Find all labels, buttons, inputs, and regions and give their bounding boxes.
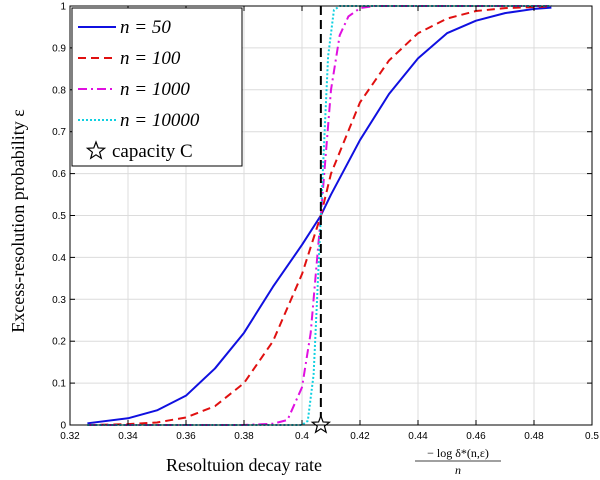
x-axis-label-numerator: − log δ*(n,ε) bbox=[427, 446, 489, 460]
y-tick-label: 0.5 bbox=[52, 211, 66, 222]
y-tick-label: 0.2 bbox=[52, 337, 66, 348]
y-tick-label: 0.9 bbox=[52, 43, 66, 54]
y-axis-label: Excess-resolution probability ε bbox=[8, 109, 28, 333]
series-lines bbox=[87, 5, 552, 426]
y-tick-label: 1 bbox=[60, 2, 66, 13]
y-tick-label: 0.4 bbox=[52, 253, 66, 264]
x-axis-label-group: Resoltuion decay rate − log δ*(n,ε) n bbox=[166, 446, 501, 477]
x-tick-label: 0.4 bbox=[295, 431, 309, 442]
y-tick-label: 0.1 bbox=[52, 379, 66, 390]
x-tick-label: 0.48 bbox=[524, 431, 544, 442]
x-tick-label: 0.38 bbox=[234, 431, 254, 442]
x-tick-label: 0.36 bbox=[176, 431, 196, 442]
x-tick-label: 0.32 bbox=[60, 431, 80, 442]
legend: n = 50 n = 100 n = 1000 n = 10000 capacity C bbox=[71, 7, 243, 167]
y-tick-label: 0.6 bbox=[52, 169, 66, 180]
capacity-marker bbox=[310, 414, 332, 434]
y-tick-label: 0.7 bbox=[52, 127, 66, 138]
series-line-1 bbox=[87, 5, 552, 426]
y-tick-label: 0.3 bbox=[52, 295, 66, 306]
legend-label-0: n = 50 bbox=[120, 17, 171, 38]
ticks: 0.32 0.34 0.36 0.38 0.4 0.42 0.44 0.46 0.48 0.5 0 0… bbox=[52, 2, 599, 443]
series-line-0 bbox=[87, 6, 552, 425]
x-axis-label-denominator: n bbox=[455, 463, 461, 477]
legend-star-icon bbox=[85, 140, 107, 160]
x-axis-label: Resoltuion decay rate bbox=[166, 455, 322, 475]
legend-label-2: n = 1000 bbox=[120, 79, 190, 100]
legend-box bbox=[71, 7, 243, 167]
legend-label-1: n = 100 bbox=[120, 48, 181, 69]
x-tick-label: 0.34 bbox=[118, 431, 138, 442]
x-tick-label: 0.5 bbox=[585, 431, 599, 442]
legend-label-capacity: capacity C bbox=[112, 141, 193, 162]
capacity-star-icon bbox=[310, 414, 332, 434]
y-tick-label: 0.8 bbox=[52, 85, 66, 96]
x-tick-label: 0.46 bbox=[466, 431, 486, 442]
legend-label-3: n = 10000 bbox=[120, 110, 200, 131]
x-tick-label: 0.44 bbox=[408, 431, 428, 442]
y-tick-label: 0 bbox=[60, 421, 66, 432]
x-tick-label: 0.42 bbox=[350, 431, 370, 442]
